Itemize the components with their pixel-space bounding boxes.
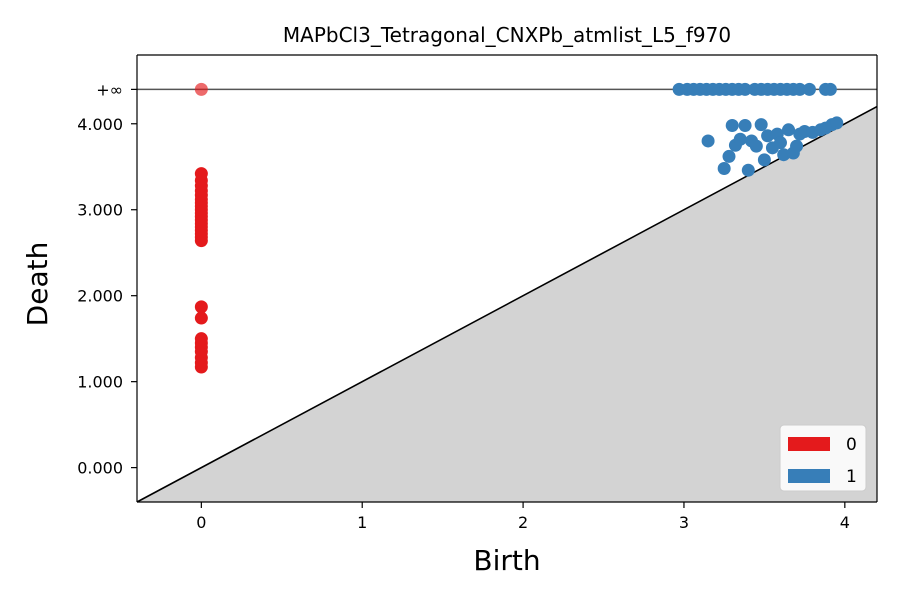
infinite-point xyxy=(823,82,837,96)
data-point xyxy=(194,311,208,325)
data-point xyxy=(830,116,844,130)
data-point xyxy=(754,118,768,132)
data-point xyxy=(741,163,755,177)
infinity-tick-label: +∞ xyxy=(96,80,123,99)
data-point xyxy=(722,149,736,163)
legend: 01 xyxy=(779,424,867,492)
legend-label: 1 xyxy=(846,467,857,487)
y-axis-label: Death xyxy=(21,242,54,327)
series-0 xyxy=(194,82,208,374)
y-tick-label: 4.000 xyxy=(77,115,123,134)
data-point xyxy=(757,153,771,167)
infinite-point xyxy=(802,82,816,96)
y-tick-label: 0.000 xyxy=(77,459,123,478)
data-point xyxy=(717,161,731,175)
legend-swatch xyxy=(788,469,830,483)
y-tick-label: 1.000 xyxy=(77,373,123,392)
x-tick-label: 4 xyxy=(840,513,850,532)
data-point xyxy=(761,129,775,143)
x-tick-label: 1 xyxy=(357,513,367,532)
legend-label: 0 xyxy=(846,435,857,455)
infinite-point xyxy=(793,82,807,96)
data-point xyxy=(773,136,787,150)
x-axis-label: Birth xyxy=(473,544,540,577)
data-point xyxy=(782,123,796,137)
data-point xyxy=(749,139,763,153)
data-point xyxy=(777,148,791,162)
data-point xyxy=(790,139,804,153)
x-tick-label: 0 xyxy=(196,513,206,532)
chart-title: MAPbCl3_Tetragonal_CNXPb_atmlist_L5_f970 xyxy=(283,23,731,47)
x-tick-label: 3 xyxy=(679,513,689,532)
data-point xyxy=(738,118,752,132)
y-tick-label: 2.000 xyxy=(77,287,123,306)
data-point xyxy=(701,134,715,148)
data-point xyxy=(733,132,747,146)
series-1 xyxy=(672,82,844,177)
data-point xyxy=(194,167,208,181)
infinite-point xyxy=(738,82,752,96)
legend-swatch xyxy=(788,437,830,451)
data-point xyxy=(194,300,208,314)
y-tick-label: 3.000 xyxy=(77,201,123,220)
x-tick-label: 2 xyxy=(518,513,528,532)
data-point xyxy=(194,332,208,346)
data-point xyxy=(725,118,739,132)
infinite-point xyxy=(194,82,208,96)
